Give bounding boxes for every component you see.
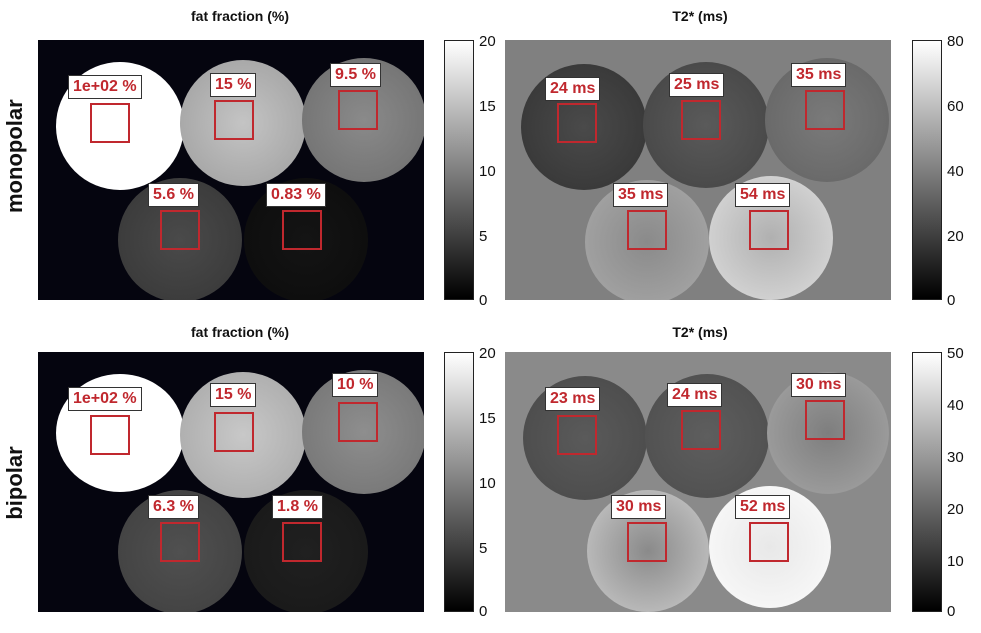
roi-value-label: 1.8 % — [272, 495, 323, 519]
roi-box — [681, 100, 721, 140]
roi-box — [282, 210, 322, 250]
colorbar-tick-label: 20 — [479, 345, 496, 362]
ff-bipolar-image: 1e+02 % 15 % 10 % 6.3 % 1.8 % — [38, 352, 424, 612]
ff-top-title: fat fraction (%) — [191, 8, 289, 24]
row-label-monopolar: monopolar — [2, 99, 27, 213]
roi-value-label: 35 ms — [613, 183, 669, 207]
colorbar-tick-label: 10 — [947, 553, 964, 570]
roi-box — [627, 522, 667, 562]
ff-monopolar-image: 1e+02 % 15 % 9.5 % 5.6 % 0.83 % — [38, 40, 424, 300]
roi-value-label: 10 % — [332, 373, 379, 397]
colorbar-tick-label: 50 — [947, 345, 964, 362]
colorbar-tick-label: 5 — [479, 540, 488, 557]
colorbar-tick-label: 60 — [947, 98, 964, 115]
colorbar-tick-label: 20 — [947, 501, 964, 518]
colorbar-tick-label: 20 — [479, 33, 496, 50]
roi-value-label: 24 ms — [545, 77, 601, 101]
roi-box — [282, 522, 322, 562]
colorbar-tick-label: 0 — [947, 603, 956, 620]
t2-bottom-title: T2* (ms) — [672, 324, 728, 340]
roi-box — [749, 522, 789, 562]
roi-box — [627, 210, 667, 250]
row-label-bipolar: bipolar — [2, 446, 27, 520]
roi-value-label: 15 % — [210, 73, 257, 97]
colorbar-tick-label: 5 — [479, 228, 488, 245]
roi-value-label: 30 ms — [791, 373, 847, 397]
t2-top-colorbar — [912, 40, 942, 300]
roi-box — [805, 400, 845, 440]
t2-bottom-colorbar — [912, 352, 942, 612]
colorbar-tick-label: 0 — [479, 603, 488, 620]
colorbar-tick-label: 10 — [479, 475, 496, 492]
colorbar-tick-label: 15 — [479, 410, 496, 427]
roi-box — [214, 412, 254, 452]
t2-monopolar-image: 24 ms 25 ms 35 ms 35 ms 54 ms — [505, 40, 891, 300]
roi-box — [749, 210, 789, 250]
colorbar-tick-label: 40 — [947, 163, 964, 180]
colorbar-tick-label: 20 — [947, 228, 964, 245]
roi-value-label: 35 ms — [791, 63, 847, 87]
roi-box — [805, 90, 845, 130]
roi-box — [338, 402, 378, 442]
roi-value-label: 25 ms — [669, 73, 725, 97]
roi-value-label: 6.3 % — [148, 495, 199, 519]
roi-box — [557, 415, 597, 455]
ff-bottom-colorbar — [444, 352, 474, 612]
roi-box — [90, 103, 130, 143]
ff-top-colorbar — [444, 40, 474, 300]
roi-value-label: 54 ms — [735, 183, 791, 207]
roi-value-label: 1e+02 % — [68, 75, 142, 99]
roi-value-label: 0.83 % — [266, 183, 326, 207]
roi-value-label: 1e+02 % — [68, 387, 142, 411]
roi-value-label: 24 ms — [667, 383, 723, 407]
roi-box — [338, 90, 378, 130]
roi-value-label: 23 ms — [545, 387, 601, 411]
colorbar-tick-label: 0 — [947, 292, 956, 309]
roi-value-label: 52 ms — [735, 495, 791, 519]
roi-box — [214, 100, 254, 140]
colorbar-tick-label: 0 — [479, 292, 488, 309]
colorbar-tick-label: 80 — [947, 33, 964, 50]
colorbar-tick-label: 40 — [947, 397, 964, 414]
roi-box — [90, 415, 130, 455]
roi-box — [160, 210, 200, 250]
roi-box — [681, 410, 721, 450]
roi-box — [160, 522, 200, 562]
colorbar-tick-label: 10 — [479, 163, 496, 180]
roi-box — [557, 103, 597, 143]
roi-value-label: 9.5 % — [330, 63, 381, 87]
t2-bipolar-image: 23 ms 24 ms 30 ms 30 ms 52 ms — [505, 352, 891, 612]
roi-value-label: 5.6 % — [148, 183, 199, 207]
ff-bottom-title: fat fraction (%) — [191, 324, 289, 340]
roi-value-label: 15 % — [210, 383, 257, 407]
t2-top-title: T2* (ms) — [672, 8, 728, 24]
colorbar-tick-label: 15 — [479, 98, 496, 115]
roi-value-label: 30 ms — [611, 495, 667, 519]
colorbar-tick-label: 30 — [947, 449, 964, 466]
